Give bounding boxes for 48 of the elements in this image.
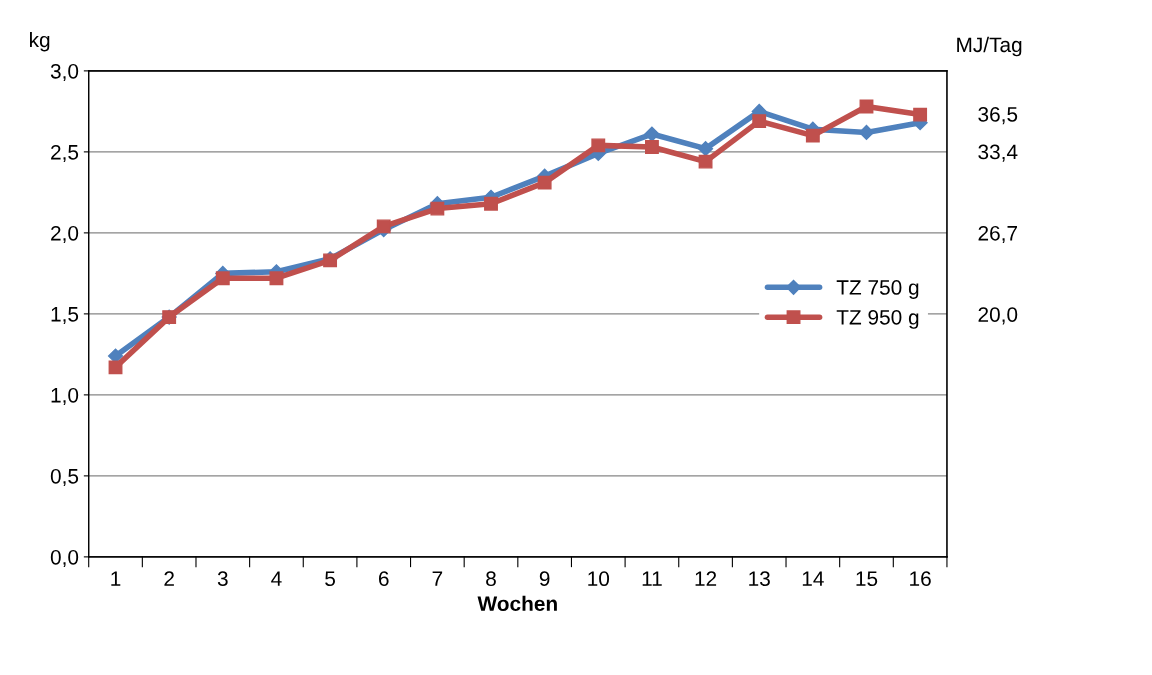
- point: [697, 141, 714, 157]
- x-tick-label: 3: [217, 571, 228, 587]
- legend-label: TZ 750 g: [836, 280, 919, 299]
- y-tick-label: 3,0: [50, 63, 79, 82]
- x-tick-label: 7: [432, 571, 443, 586]
- y-tick-label: 0,5: [50, 468, 79, 487]
- x-tick-label: 10: [588, 571, 610, 587]
- x-tick-label: 9: [539, 571, 550, 587]
- x-tick-label: 12: [695, 571, 717, 586]
- point: [430, 201, 445, 216]
- point: [484, 196, 498, 211]
- point: [644, 126, 660, 142]
- x-tick-label: 8: [486, 571, 496, 587]
- x-tick-label: 15: [856, 571, 878, 587]
- x-tick-label: 13: [749, 571, 770, 587]
- x-tick-label: 5: [325, 571, 335, 587]
- point: [269, 271, 284, 286]
- point: [913, 107, 928, 122]
- point: [805, 128, 820, 143]
- x-tick-label: 11: [642, 571, 662, 586]
- x-axis-title: Wochen: [477, 595, 557, 612]
- point: [698, 154, 713, 169]
- point: [376, 219, 391, 234]
- y2-tick-label: 20,0: [978, 307, 1018, 325]
- x-tick-label: 2: [164, 571, 174, 586]
- y2-tick-label: 36,5: [978, 106, 1018, 125]
- y2-axis-title: MJ/Tag: [957, 36, 1022, 57]
- point: [858, 124, 875, 141]
- point: [537, 175, 552, 190]
- y2-tick-label: 26,7: [978, 225, 1017, 244]
- point: [108, 360, 123, 375]
- y-tick-label: 2,0: [51, 225, 79, 244]
- y-tick-label: 2,5: [51, 144, 79, 163]
- y-tick-label: 0,0: [50, 549, 79, 568]
- x-tick-label: 6: [378, 571, 389, 587]
- legend-label: TZ 950 g: [836, 309, 919, 329]
- point: [215, 271, 230, 286]
- x-tick-label: 1: [111, 571, 121, 586]
- y-axis-title: kg: [30, 32, 50, 52]
- x-tick-label: 16: [910, 571, 931, 587]
- point: [752, 114, 767, 129]
- y-tick-label: 1,5: [51, 307, 79, 325]
- y2-tick-label: 33,4: [978, 144, 1018, 162]
- x-tick-label: 4: [271, 571, 282, 586]
- point: [591, 138, 606, 153]
- y-tick-label: 1,0: [51, 387, 79, 406]
- point: [644, 140, 659, 154]
- x-tick-label: 14: [802, 571, 824, 586]
